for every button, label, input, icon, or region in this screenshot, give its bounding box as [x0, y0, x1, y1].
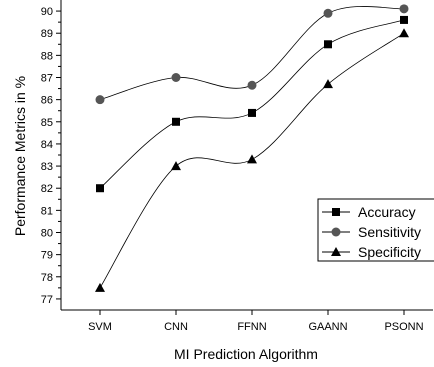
data-point-specificity — [399, 28, 409, 38]
data-point-sensitivity — [171, 73, 181, 82]
data-point-accuracy — [324, 40, 332, 49]
y-tick-label: 90 — [41, 6, 53, 18]
data-point-accuracy — [248, 108, 256, 117]
data-point-sensitivity — [247, 80, 257, 90]
y-tick-label: 77 — [41, 294, 53, 306]
x-tick-label: SVM — [88, 321, 112, 333]
series-accuracy — [96, 15, 408, 193]
data-point-sensitivity — [399, 4, 409, 14]
y-tick-label: 82 — [41, 183, 53, 195]
x-tick-label: GAANN — [308, 321, 347, 333]
y-tick-label: 80 — [41, 228, 53, 240]
data-point-sensitivity — [323, 8, 333, 18]
y-tick-label: 85 — [41, 117, 53, 129]
series-sensitivity — [95, 4, 409, 105]
y-tick-label: 78 — [41, 272, 53, 284]
y-tick-label: 81 — [41, 205, 53, 217]
data-point-accuracy — [400, 15, 408, 24]
data-point-specificity — [95, 282, 105, 292]
x-axis-title: MI Prediction Algorithm — [174, 346, 318, 362]
legend-marker-specificity — [331, 247, 341, 256]
data-point-accuracy — [96, 184, 104, 193]
legend-label-sensitivity: Sensitivity — [358, 224, 421, 240]
x-axis-ticks: SVM CNN FFNN GAANN PSONN — [88, 310, 424, 333]
y-tick-label: 84 — [41, 139, 53, 151]
series-specificity — [95, 28, 409, 292]
legend: Accuracy Sensitivity Specificity — [317, 198, 434, 262]
legend-item-specificity: Specificity — [322, 244, 421, 260]
data-point-specificity — [323, 79, 333, 89]
y-tick-label: 89 — [41, 28, 53, 40]
legend-label-specificity: Specificity — [358, 244, 421, 260]
y-tick-label: 87 — [41, 73, 53, 85]
legend-label-accuracy: Accuracy — [358, 204, 416, 220]
y-tick-label: 88 — [41, 50, 53, 62]
legend-marker-accuracy — [332, 208, 340, 216]
y-axis-ticks: 77 78 79 80 81 82 83 84 85 86 87 88 89 90 — [41, 6, 61, 306]
legend-item-accuracy: Accuracy — [322, 204, 416, 220]
y-axis-title: Performance Metrics in % — [12, 76, 28, 236]
plot-area — [60, 0, 433, 311]
x-tick-label: CNN — [164, 321, 188, 333]
data-point-accuracy — [172, 117, 180, 126]
y-tick-label: 83 — [41, 161, 53, 173]
data-point-specificity — [171, 161, 181, 171]
x-tick-label: PSONN — [384, 321, 423, 333]
data-point-sensitivity — [95, 95, 105, 105]
x-tick-label: FFNN — [237, 321, 266, 333]
data-point-specificity — [247, 154, 257, 164]
y-tick-label: 79 — [41, 250, 53, 262]
series-group — [95, 4, 409, 292]
legend-marker-sensitivity — [331, 227, 341, 237]
y-tick-label: 86 — [41, 95, 53, 107]
legend-item-sensitivity: Sensitivity — [322, 224, 421, 240]
